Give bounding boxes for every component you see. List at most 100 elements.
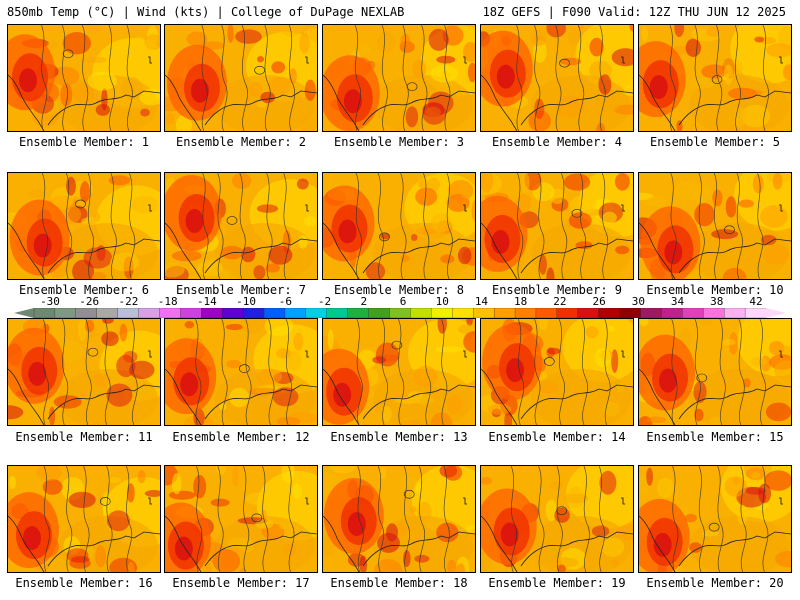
ensemble-panel: [7, 465, 161, 573]
colorbar-tick-label: -14: [196, 295, 217, 308]
colorbar-swatch: [431, 308, 453, 318]
colorbar-tick-label: -6: [278, 295, 292, 308]
ensemble-panel: [7, 24, 161, 132]
colorbar-tick-label: 10: [435, 295, 449, 308]
colorbar-max-arrow: [766, 308, 786, 318]
ensemble-member-label: Ensemble Member: 7: [175, 283, 307, 297]
ensemble-member-label: Ensemble Member: 13: [330, 430, 468, 444]
ensemble-panel: [480, 318, 634, 426]
ensemble-panel: [7, 318, 161, 426]
ensemble-map: [165, 25, 317, 131]
ensemble-panel: [322, 318, 476, 426]
ensemble-panel: [638, 465, 792, 573]
ensemble-member-label: Ensemble Member: 5: [649, 135, 781, 149]
ensemble-map: [323, 319, 475, 425]
ensemble-map: [8, 319, 160, 425]
ensemble-panel: [638, 24, 792, 132]
colorbar-swatch: [535, 308, 558, 318]
ensemble-map: [8, 466, 160, 572]
ensemble-map: [323, 25, 475, 131]
ensemble-panel: [480, 24, 634, 132]
colorbar-tick-label: 38: [710, 295, 724, 308]
ensemble-member-label: Ensemble Member: 20: [646, 576, 784, 590]
temperature-colorbar: [14, 308, 786, 318]
colorbar-swatch: [263, 308, 286, 318]
ensemble-member-label: Ensemble Member: 10: [646, 283, 784, 297]
ensemble-member-label: Ensemble Member: 3: [333, 135, 465, 149]
ensemble-member-label: Ensemble Member: 14: [488, 430, 626, 444]
colorbar-swatch: [410, 308, 432, 318]
map-title: 850mb Temp (°C) | Wind (kts) | College o…: [7, 5, 405, 19]
ensemble-map: [323, 466, 475, 572]
ensemble-panel: [164, 465, 318, 573]
ensemble-map: [481, 466, 633, 572]
colorbar-swatch: [703, 308, 725, 318]
ensemble-map: [639, 173, 791, 279]
colorbar-tick-label: -30: [40, 295, 60, 308]
ensemble-map: [639, 466, 791, 572]
colorbar-min-arrow: [14, 308, 34, 318]
ensemble-member-label: Ensemble Member: 16: [15, 576, 153, 590]
colorbar-swatch: [284, 308, 307, 318]
ensemble-map: [639, 319, 791, 425]
ensemble-panel: [164, 318, 318, 426]
ensemble-member-label: Ensemble Member: 8: [333, 283, 465, 297]
colorbar-swatch: [556, 308, 579, 318]
colorbar-swatch: [159, 308, 181, 318]
colorbar-swatch: [640, 308, 662, 318]
ensemble-member-label: Ensemble Member: 9: [491, 283, 623, 297]
colorbar-swatch: [326, 308, 349, 318]
colorbar-swatch: [744, 308, 767, 318]
ensemble-map: [165, 173, 317, 279]
colorbar-swatch: [473, 308, 495, 318]
ensemble-member-label: Ensemble Member: 11: [15, 430, 153, 444]
ensemble-member-label: Ensemble Member: 17: [172, 576, 310, 590]
colorbar-swatch: [452, 308, 474, 318]
colorbar-swatch: [242, 308, 265, 318]
colorbar-swatch: [96, 308, 119, 318]
colorbar-tick-label: 34: [670, 295, 685, 308]
colorbar-swatch: [389, 308, 411, 318]
colorbar-swatch: [75, 308, 98, 318]
colorbar-swatch: [347, 308, 370, 318]
colorbar-swatch: [222, 308, 244, 318]
colorbar-tick-label: 42: [749, 295, 763, 308]
ensemble-panel: [164, 172, 318, 280]
colorbar-swatch: [138, 308, 160, 318]
ensemble-member-label: Ensemble Member: 2: [175, 135, 307, 149]
ensemble-map: [165, 319, 317, 425]
ensemble-panel: [638, 172, 792, 280]
colorbar-swatch: [724, 308, 746, 318]
model-run-info: 18Z GEFS | F090 Valid: 12Z THU JUN 12 20…: [482, 5, 786, 19]
colorbar-tick-label: -18: [157, 295, 178, 308]
colorbar-swatch: [682, 308, 704, 318]
ensemble-map: [481, 25, 633, 131]
colorbar-swatch: [368, 308, 390, 318]
ensemble-panel: [480, 172, 634, 280]
ensemble-panel: [480, 465, 634, 573]
ensemble-member-label: Ensemble Member: 15: [646, 430, 784, 444]
colorbar-swatch: [54, 308, 77, 318]
ensemble-map: [639, 25, 791, 131]
colorbar-swatch: [201, 308, 223, 318]
colorbar-swatch: [305, 308, 328, 318]
ensemble-map: [8, 173, 160, 279]
ensemble-member-label: Ensemble Member: 19: [488, 576, 626, 590]
colorbar-tick-label: -2: [317, 295, 332, 308]
colorbar-swatch: [619, 308, 641, 318]
colorbar-tick-label: 2: [360, 295, 368, 308]
colorbar-tick-label: -10: [236, 295, 257, 308]
ensemble-panel: [7, 172, 161, 280]
colorbar-swatch: [661, 308, 683, 318]
colorbar-tick-label: 26: [592, 295, 606, 308]
colorbar-tick-label: -26: [79, 295, 100, 308]
ensemble-member-label: Ensemble Member: 6: [18, 283, 150, 297]
ensemble-member-label: Ensemble Member: 1: [18, 135, 150, 149]
ensemble-member-label: Ensemble Member: 18: [330, 576, 468, 590]
ensemble-map: [481, 173, 633, 279]
ensemble-panel: [164, 24, 318, 132]
colorbar-tick-label: 30: [631, 295, 645, 308]
colorbar-swatch: [598, 308, 621, 318]
ensemble-member-label: Ensemble Member: 4: [491, 135, 623, 149]
ensemble-map: [323, 173, 475, 279]
